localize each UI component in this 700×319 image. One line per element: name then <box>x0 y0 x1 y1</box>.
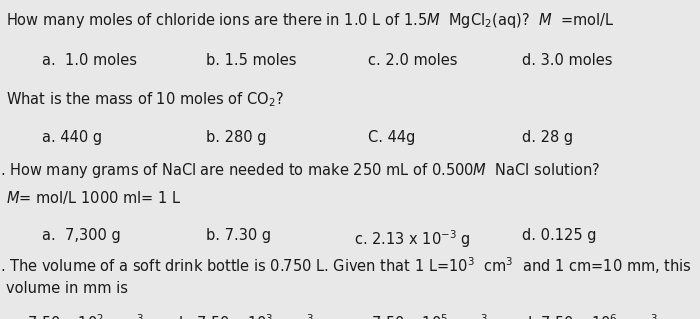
Text: d. 28 g: d. 28 g <box>522 130 573 145</box>
Text: b. 280 g: b. 280 g <box>206 130 267 145</box>
Text: c. 2.0 moles: c. 2.0 moles <box>368 53 457 68</box>
Text: How many moles of chloride ions are there in 1.0 L of 1.5$M$  MgCl$_2$(aq)?  $M$: How many moles of chloride ions are ther… <box>6 11 615 30</box>
Text: a.  7,300 g: a. 7,300 g <box>42 228 120 243</box>
Text: b. 7.50 x 10$^3$ mm$^3$: b. 7.50 x 10$^3$ mm$^3$ <box>178 313 314 319</box>
Text: C. 44g: C. 44g <box>368 130 415 145</box>
Text: . How many grams of NaCl are needed to make 250 mL of 0.500$M$  NaCl solution?: . How many grams of NaCl are needed to m… <box>0 161 601 181</box>
Text: $M$= mol/L 1000 ml= 1 L: $M$= mol/L 1000 ml= 1 L <box>6 189 181 206</box>
Text: a.  1.0 moles: a. 1.0 moles <box>42 53 137 68</box>
Text: b. 7.30 g: b. 7.30 g <box>206 228 272 243</box>
Text: What is the mass of 10 moles of CO$_2$?: What is the mass of 10 moles of CO$_2$? <box>6 90 284 109</box>
Text: d. 0.125 g: d. 0.125 g <box>522 228 596 243</box>
Text: b. 1.5 moles: b. 1.5 moles <box>206 53 297 68</box>
Text: a. 440 g: a. 440 g <box>42 130 102 145</box>
Text: . The volume of a soft drink bottle is 0.750 L. Given that 1 L=10$^3$  cm$^3$  a: . The volume of a soft drink bottle is 0… <box>0 255 692 276</box>
Text: a. 7.50 x 10$^2$ mm$^3$: a. 7.50 x 10$^2$ mm$^3$ <box>9 313 144 319</box>
Text: c. 7.50 x 10$^5$ mm$^3$: c. 7.50 x 10$^5$ mm$^3$ <box>354 313 488 319</box>
Text: d. 7.50 x 10$^6$ mm$^3$: d. 7.50 x 10$^6$ mm$^3$ <box>522 313 657 319</box>
Text: c. 2.13 x 10$^{-3}$ g: c. 2.13 x 10$^{-3}$ g <box>354 228 470 250</box>
Text: volume in mm is: volume in mm is <box>6 281 127 296</box>
Text: d. 3.0 moles: d. 3.0 moles <box>522 53 612 68</box>
